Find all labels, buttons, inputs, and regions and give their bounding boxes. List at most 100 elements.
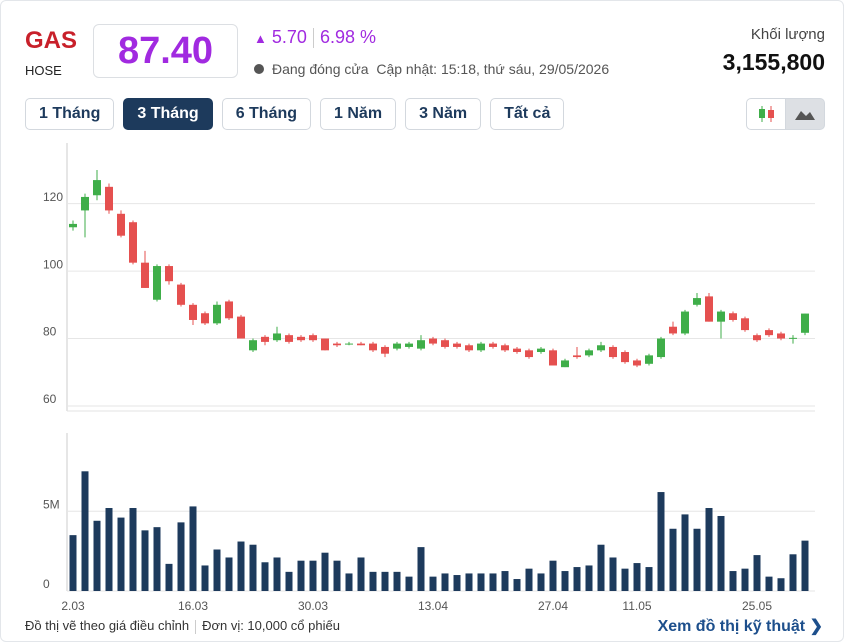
candle-body [525, 350, 533, 358]
candle-body [141, 262, 149, 288]
candle-body [261, 336, 269, 342]
volume-bar [285, 571, 293, 591]
x-tick-label: 16.03 [178, 599, 208, 613]
technical-link[interactable]: Xem đồ thị kỹ thuật ❯ [657, 618, 823, 635]
link-text[interactable]: Xem đồ thị kỹ thuật [657, 618, 806, 635]
volume-bar [381, 571, 389, 591]
candle-body [585, 350, 593, 356]
volume-bar [585, 565, 593, 591]
volume-bar [801, 540, 809, 591]
status-text: Đang đóng cửa [272, 61, 369, 77]
candle-body [249, 340, 257, 351]
candle-body [69, 223, 77, 228]
volume-bar [573, 567, 581, 591]
range-button[interactable]: Tất cả [490, 98, 565, 130]
candle-body [393, 343, 401, 349]
volume-bar [549, 560, 557, 591]
volume-bar [297, 560, 305, 591]
candle-body [489, 343, 497, 347]
volume-bar [705, 508, 713, 591]
volume-bar [309, 560, 317, 591]
footer-note: Đồ thị vẽ theo giá điều chỉnh Đơn vị: 10,… [25, 618, 340, 634]
volume-bar [489, 573, 497, 591]
candle-body [129, 222, 137, 263]
candle-body [285, 335, 293, 342]
candle-body [549, 350, 557, 366]
candle-body [777, 333, 785, 339]
chart-type-toggle [746, 98, 825, 130]
volume-bar [213, 549, 221, 591]
candle-body [537, 348, 545, 353]
volume-bar [633, 563, 641, 591]
price: 87.40 [93, 24, 238, 78]
candle-body [597, 345, 605, 351]
volume-bar [237, 541, 245, 591]
volume-bar [621, 568, 629, 591]
candle-body [609, 346, 617, 358]
change-value: 5.70 [271, 27, 307, 47]
candle-body [705, 296, 713, 322]
candle-body [477, 343, 485, 351]
volume-bar [681, 514, 689, 591]
change: ▲ 5.70 6.98 % [254, 27, 376, 49]
range-button[interactable]: 3 Năm [405, 98, 482, 130]
candle-body [441, 340, 449, 347]
volume-bar [405, 576, 413, 591]
candle-body [741, 318, 749, 331]
candle-body [561, 360, 569, 368]
volume-bar [501, 571, 509, 591]
volume-label: Khối lượng [750, 26, 825, 43]
range-button[interactable]: 6 Tháng [221, 98, 312, 130]
volume-bar [93, 520, 101, 591]
note: Đồ thị vẽ theo giá điều chỉnh [25, 618, 190, 633]
area-icon[interactable] [786, 98, 825, 130]
volume-bar [357, 557, 365, 591]
volume-bar [117, 517, 125, 591]
symbol: GAS [25, 27, 78, 54]
candle-body [753, 335, 761, 341]
candle-body [105, 186, 113, 211]
volume-bar [417, 547, 425, 591]
candle-body [333, 343, 341, 346]
candle-body [681, 311, 689, 334]
candle-body [717, 311, 725, 322]
candle-body [273, 333, 281, 341]
x-tick-label: 30.03 [298, 599, 328, 613]
candle-body [345, 343, 353, 345]
volume-bar [153, 527, 161, 591]
x-tick-label: 11.05 [622, 599, 651, 613]
range-button[interactable]: 1 Năm [320, 98, 397, 130]
range-button[interactable]: 3 Tháng [123, 98, 213, 130]
candle-body [165, 266, 173, 282]
volume-bar [333, 560, 341, 591]
volume-bar [465, 573, 473, 591]
candle-body [429, 338, 437, 344]
volume-bar [225, 557, 233, 591]
candle-body [297, 336, 305, 341]
candle-body [225, 301, 233, 319]
candle-body [453, 343, 461, 347]
candle-body [693, 298, 701, 305]
volume-bar [261, 562, 269, 591]
candle-icon[interactable] [746, 98, 786, 130]
volume-bar [597, 544, 605, 591]
candle-body [189, 304, 197, 320]
candle-body [153, 266, 161, 300]
candle-body [573, 355, 581, 358]
range-button[interactable]: 1 Tháng [25, 98, 115, 130]
volume-bar [717, 515, 725, 591]
volume-bar [177, 522, 185, 591]
candle-body [801, 313, 809, 333]
candle-body [405, 343, 413, 347]
change-percent: 6.98 % [319, 27, 376, 47]
volume-bar [273, 557, 281, 591]
range-buttons: 1 Tháng 3 Tháng 6 Tháng 1 Năm 3 Năm Tất cả [25, 98, 565, 130]
candle-body [177, 284, 185, 305]
x-tick-label: 13.04 [418, 599, 448, 613]
candle-body [369, 343, 377, 351]
volume-bar [201, 565, 209, 591]
x-tick-label: 25.05 [742, 599, 772, 613]
volume-bar [165, 563, 173, 591]
